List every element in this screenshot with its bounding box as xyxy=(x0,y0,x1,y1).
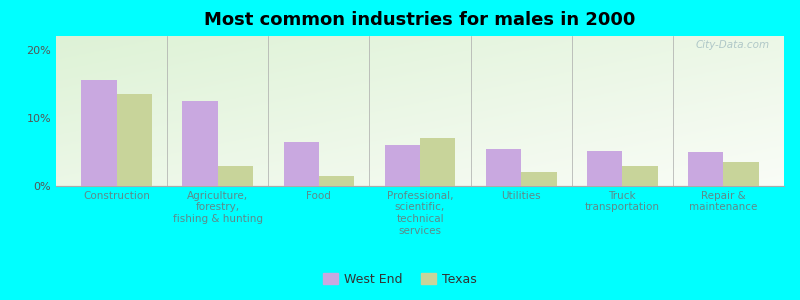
Bar xyxy=(319,176,354,186)
Bar xyxy=(723,162,758,186)
Bar xyxy=(385,145,420,186)
Legend: West End, Texas: West End, Texas xyxy=(318,268,482,291)
Bar xyxy=(587,151,622,186)
Bar xyxy=(486,148,521,186)
Bar xyxy=(688,152,723,186)
Bar xyxy=(622,166,658,186)
Bar xyxy=(182,101,218,186)
Bar xyxy=(218,166,253,186)
Bar xyxy=(82,80,117,186)
Bar xyxy=(117,94,152,186)
Text: City-Data.com: City-Data.com xyxy=(695,40,770,50)
Title: Most common industries for males in 2000: Most common industries for males in 2000 xyxy=(204,11,636,29)
Bar xyxy=(283,142,319,186)
Bar xyxy=(420,138,455,186)
Bar xyxy=(521,172,557,186)
